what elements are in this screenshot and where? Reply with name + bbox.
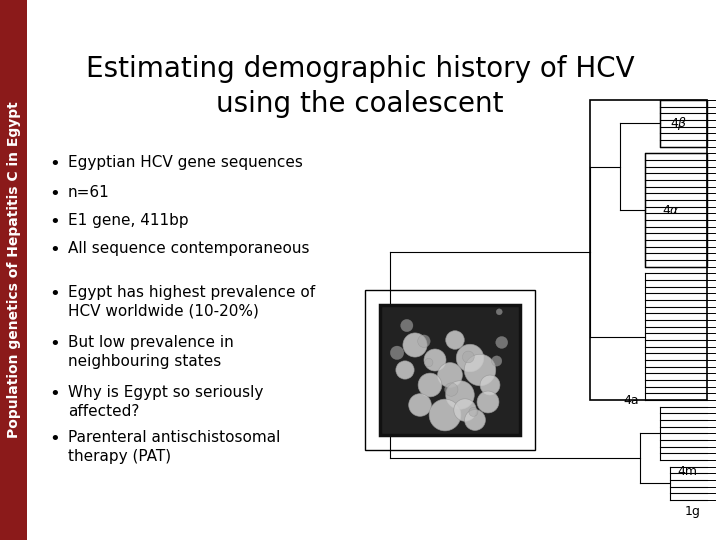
Circle shape bbox=[462, 351, 474, 363]
Text: •: • bbox=[50, 213, 60, 231]
Circle shape bbox=[456, 345, 484, 372]
Text: 1g: 1g bbox=[685, 505, 701, 518]
Text: Parenteral antischistosomal
therapy (PAT): Parenteral antischistosomal therapy (PAT… bbox=[68, 430, 280, 464]
Text: Estimating demographic history of HCV
using the coalescent: Estimating demographic history of HCV us… bbox=[86, 55, 634, 118]
Text: 4$\alpha$: 4$\alpha$ bbox=[662, 204, 680, 217]
Circle shape bbox=[469, 407, 478, 416]
Text: Population genetics of Hepatitis C in Egypt: Population genetics of Hepatitis C in Eg… bbox=[6, 102, 21, 438]
Text: •: • bbox=[50, 335, 60, 353]
Circle shape bbox=[445, 383, 458, 396]
Text: But low prevalence in
neighbouring states: But low prevalence in neighbouring state… bbox=[68, 335, 234, 369]
Circle shape bbox=[424, 349, 446, 371]
Bar bbox=[380, 305, 520, 435]
Circle shape bbox=[400, 319, 413, 332]
Bar bbox=[590, 100, 707, 400]
Circle shape bbox=[454, 399, 476, 421]
Circle shape bbox=[429, 399, 461, 431]
Circle shape bbox=[403, 333, 427, 357]
Text: •: • bbox=[50, 430, 60, 448]
Circle shape bbox=[418, 373, 442, 397]
Text: n=61: n=61 bbox=[68, 185, 109, 200]
Text: •: • bbox=[50, 241, 60, 259]
Circle shape bbox=[492, 356, 502, 366]
Text: Why is Egypt so seriously
affected?: Why is Egypt so seriously affected? bbox=[68, 385, 264, 418]
Circle shape bbox=[480, 375, 500, 395]
Text: •: • bbox=[50, 385, 60, 403]
Bar bbox=[660, 100, 707, 147]
Circle shape bbox=[496, 336, 508, 348]
Bar bbox=[0, 0, 27, 540]
Text: •: • bbox=[50, 155, 60, 173]
Circle shape bbox=[390, 346, 404, 360]
Circle shape bbox=[446, 330, 464, 349]
Circle shape bbox=[477, 391, 499, 413]
Circle shape bbox=[496, 309, 503, 315]
Text: Egyptian HCV gene sequences: Egyptian HCV gene sequences bbox=[68, 155, 303, 170]
Circle shape bbox=[438, 362, 462, 387]
Circle shape bbox=[446, 381, 474, 409]
Circle shape bbox=[464, 354, 496, 386]
Circle shape bbox=[425, 359, 433, 367]
Text: E1 gene, 411bp: E1 gene, 411bp bbox=[68, 213, 189, 228]
Circle shape bbox=[464, 410, 485, 430]
Circle shape bbox=[418, 335, 431, 347]
Text: Egypt has highest prevalence of
HCV worldwide (10-20%): Egypt has highest prevalence of HCV worl… bbox=[68, 285, 315, 319]
Circle shape bbox=[396, 361, 414, 379]
Text: All sequence contemporaneous: All sequence contemporaneous bbox=[68, 241, 310, 256]
Bar bbox=[365, 290, 535, 450]
Text: 4$\beta$: 4$\beta$ bbox=[670, 115, 688, 132]
Bar bbox=[645, 153, 707, 267]
Text: •: • bbox=[50, 285, 60, 303]
Circle shape bbox=[409, 394, 431, 416]
Text: •: • bbox=[50, 185, 60, 203]
Text: 4a: 4a bbox=[623, 394, 639, 407]
Text: 4m: 4m bbox=[678, 465, 698, 478]
